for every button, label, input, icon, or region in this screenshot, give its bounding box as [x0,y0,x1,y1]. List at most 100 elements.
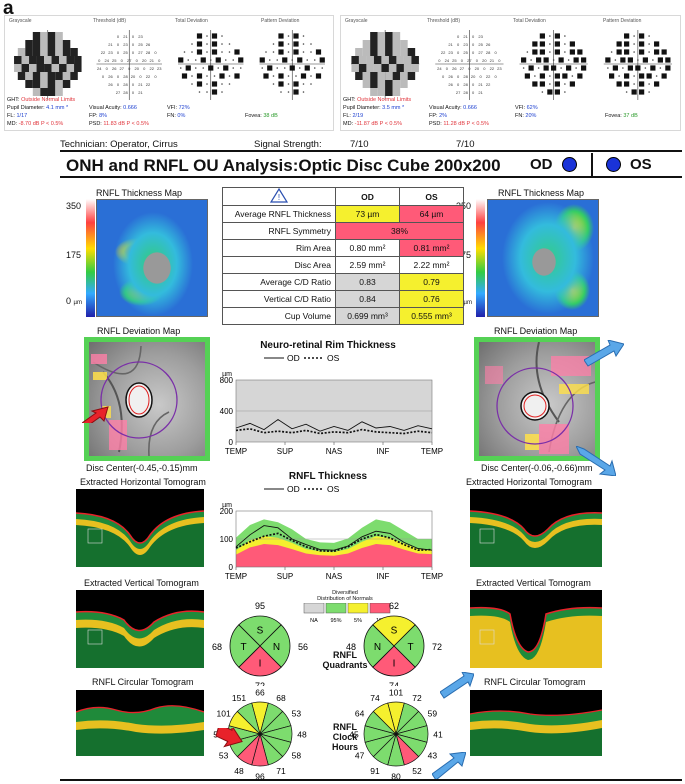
disc-center-os: Disc Center(-0.06,-0.66)mm [481,463,593,473]
vf-threshold-value: 21 [448,42,453,47]
vf-threshold-value: 27 [120,66,125,71]
vf-deviation-dot [268,59,271,61]
disc-center-od: Disc Center(-0.45,-0.15)mm [86,463,198,473]
ght-value: Outside Normal Limits [21,97,76,103]
vf-deviation-dot [625,91,628,93]
vf-gray-cell [370,40,378,48]
vf-deviation-mark [524,73,530,79]
vf-deviation-mark [300,73,307,79]
vf-deviation-mark [661,73,667,79]
vf-threshold-value: 0 [136,58,139,63]
vf-deviation-mark [616,81,622,87]
vf-threshold-value: 0 [457,42,460,47]
vf-deviation-dot [228,51,231,53]
md-value: -8.70 dB P < 0.5% [18,121,64,127]
vf-threshold-value: 24 [445,58,450,63]
red-arrow-od-clock [214,723,254,754]
vf-gray-cell [32,88,41,96]
vf-gray-cell [385,80,393,88]
vf-deviation-dot [221,43,223,45]
vf-threshold-value: 27 [467,58,472,63]
os-label: OS [630,156,652,173]
vf-gray-cell [55,72,63,80]
rnfl-chart-title: RNFL Thickness [288,471,368,482]
chart-y-tick-label: 400 [220,407,234,416]
vf-threshold-value: 22 [441,50,446,55]
chart-y-tick-label: 100 [220,535,234,544]
vf-deviation-dot [537,67,540,69]
vf-deviation-dot [239,67,242,69]
vf-deviation-mark [196,81,203,87]
vf-deviation-mark [293,41,299,47]
vf-threshold-value: 23 [478,34,483,39]
vf-threshold-value: 25 [452,58,457,63]
normal-band-red [236,544,432,567]
vf-threshold-value: 0 [472,34,475,39]
vf-header-total-deviation: Total Deviation [513,18,546,24]
vf-deviation-mark [612,65,618,71]
vf-deviation-dot [232,67,235,69]
vf-deviation-dot [287,91,290,93]
vf-deviation-mark [654,41,660,47]
row-value-os: 64 µm [399,205,464,223]
md-label: MD: [7,121,18,127]
vf-deviation-dot [633,75,635,77]
vf-deviation-dot [206,51,208,53]
vf-deviation-mark [208,65,214,71]
vf-deviation-dot [280,91,282,93]
vf-deviation-mark [609,73,615,79]
vf-gray-cell [377,48,386,56]
vf-threshold-value: 28 [463,74,468,79]
vf-threshold-value: 21 [123,34,128,39]
vf-deviation-dot [549,83,551,85]
vf-deviation-dot [191,43,193,45]
vf-gray-cell [392,40,401,48]
vf-threshold-value: 0 [472,50,475,55]
vf-deviation-dot [221,83,223,85]
warning-icon: ! [222,187,336,206]
vf-deviation-mark [654,81,660,87]
legend-label-os: OS [327,484,340,494]
vf-deviation-mark [223,65,229,71]
legend-label-os: OS [327,353,340,363]
scale-max-od: 350 [66,201,82,211]
quadrant-value-t-os: 72 [432,642,442,652]
vf-deviation-dot [321,67,324,69]
vf-deviation-dot [564,51,566,53]
vf-deviation-dot [272,43,275,45]
horizontal-tomogram-label-od: Extracted Horizontal Tomogram [80,477,206,487]
vf-gray-cell [47,40,56,48]
legend-swatch [303,603,325,614]
psd-label: PSD: [89,121,102,127]
vf-deviation-dot [194,67,197,69]
fp-value: 2% [439,113,448,119]
quadrant-letter-s-os: S [391,626,398,637]
quadrant-sector-s-os [372,615,416,647]
row-label: Disc Area [222,256,336,274]
vf-threshold-value: 0 [143,66,146,71]
vf-gray-cell [59,64,67,72]
vf-threshold-value: 24 [437,66,442,71]
vf-threshold-value: 26 [146,42,151,47]
quadrants-label: RNFL Quadrants [320,650,370,670]
row-value-os: 0.81 mm² [399,239,464,257]
chart-x-tick-label: SUP [277,447,293,456]
vf-deviation-mark [293,33,299,39]
vf-deviation-mark [624,73,630,79]
vf-deviation-dot [633,83,635,85]
clock-sector-od [236,702,261,736]
vf-threshold-value: 0 [154,50,157,55]
vf-threshold-value: 0 [495,50,498,55]
vf-gray-cell [411,64,419,72]
vf-deviation-mark [543,57,549,63]
vf-threshold-value: 0 [128,66,131,71]
vf-deviation-mark [238,57,244,63]
vf-deviation-dot [549,43,551,45]
vf-gray-cell [47,72,56,80]
clock-value-os: 59 [428,709,438,719]
vf-header-grayscale: Grayscale [9,18,32,24]
vf-deviation-dot [564,43,566,45]
pupil-label: Pupil Diameter: [343,105,381,111]
vf-deviation-dot [534,75,536,77]
